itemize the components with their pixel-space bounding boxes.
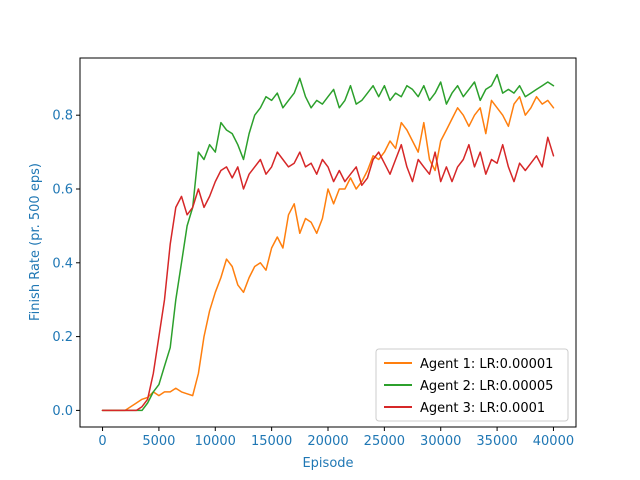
series-line-agent-3 (101, 136, 555, 412)
x-tick-label: 40000 (533, 434, 574, 449)
x-tick-label: 20000 (307, 434, 348, 449)
legend-box (375, 348, 569, 422)
y-tick-label: 0.8 (52, 109, 73, 124)
legend-label-agent-2: Agent 2: LR:0.00005 (420, 379, 553, 394)
y-tick-label: 0.4 (52, 256, 73, 271)
y-tick-label: 0.2 (52, 330, 73, 345)
y-tick-label: 0.0 (52, 404, 73, 419)
x-tick-label: 0 (98, 434, 106, 449)
y-tick-label: 0.6 (52, 182, 73, 197)
x-tick-label: 10000 (195, 434, 236, 449)
y-axis-ticks: 0.0 0.2 0.4 0.6 0.8 (52, 109, 80, 419)
x-tick-label: 5000 (142, 434, 175, 449)
x-axis-ticks: 0 5000 10000 15000 20000 25000 30000 35000 40000 (98, 427, 574, 449)
legend: Agent 1: LR:0.00001 Agent 2: LR:0.00005 … (375, 348, 569, 422)
series-layer (101, 73, 555, 412)
x-axis-label: Episode (302, 456, 353, 471)
x-tick-label: 35000 (476, 434, 517, 449)
x-tick-label: 30000 (420, 434, 461, 449)
series-line-agent-1 (101, 95, 555, 412)
x-tick-label: 25000 (364, 434, 405, 449)
series-line-agent-2 (101, 73, 555, 412)
legend-label-agent-3: Agent 3: LR:0.0001 (420, 401, 545, 416)
legend-label-agent-1: Agent 1: LR:0.00001 (420, 357, 553, 372)
y-axis-label: Finish Rate (pr. 500 eps) (28, 163, 43, 321)
x-tick-label: 15000 (251, 434, 292, 449)
